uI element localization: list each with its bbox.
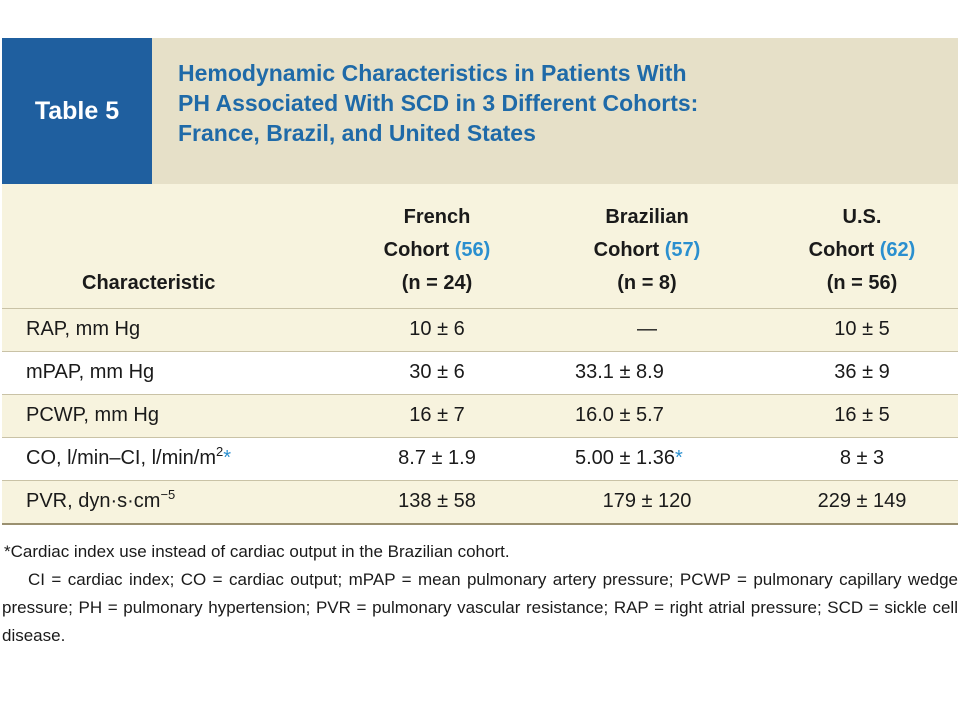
table-row: RAP, mm Hg 10 ± 6 — 10 ± 5: [2, 309, 958, 352]
column-header-n: (n = 8): [617, 272, 677, 294]
table-row: PCWP, mm Hg 16 ± 7 16.0 ± 5.7 16 ± 5: [2, 395, 958, 438]
column-header-line: French: [403, 206, 471, 228]
cell-value: 5.00 ± 1.36: [575, 447, 675, 469]
cell-us: 229 ± 149: [817, 490, 907, 512]
superscript: −5: [160, 487, 176, 502]
cell-us: 16 ± 5: [834, 404, 890, 426]
column-header-brazilian: Brazilian Cohort (57) (n = 8): [547, 201, 747, 300]
row-label: CO, l/min–CI, l/min/m2*: [26, 444, 232, 470]
table-label: Table 5: [2, 38, 152, 184]
column-header-line: Brazilian: [605, 206, 689, 228]
table-row: PVR, dyn·s·cm−5 138 ± 58 179 ± 120 229 ±…: [2, 481, 958, 525]
column-header-row: Characteristic French Cohort (56) (n = 2…: [2, 184, 958, 309]
row-label: mPAP, mm Hg: [26, 361, 155, 383]
column-header-line: Cohort (57): [547, 234, 747, 267]
footnote-abbreviations: CI = cardiac index; CO = cardiac output;…: [2, 570, 958, 645]
table-header: Table 5 Hemodynamic Characteristics in P…: [2, 38, 958, 184]
reference-link[interactable]: (57): [664, 239, 701, 261]
cell-french: 30 ± 6: [409, 361, 465, 383]
cell-brazilian: —: [637, 318, 657, 340]
table-title: Hemodynamic Characteristics in Patients …: [152, 38, 958, 184]
column-header-n: (n = 24): [401, 272, 473, 294]
cell-us: 8 ± 3: [839, 447, 885, 469]
row-label: PVR, dyn·s·cm−5: [26, 487, 176, 513]
cell-brazilian: 179 ± 120: [602, 490, 692, 512]
reference-link[interactable]: (56): [454, 239, 491, 261]
row-label: RAP, mm Hg: [26, 318, 141, 340]
cell-brazilian: 5.00 ± 1.36*: [575, 447, 683, 470]
cell-french: 10 ± 6: [409, 318, 465, 340]
cell-us: 10 ± 5: [834, 318, 890, 340]
column-header-cohort: Cohort: [808, 239, 875, 261]
row-label: PCWP, mm Hg: [26, 404, 159, 426]
cell-french: 16 ± 7: [409, 404, 465, 426]
cell-brazilian: 33.1 ± 8.9: [575, 361, 664, 383]
cell-french: 138 ± 58: [398, 490, 476, 512]
column-header-french: French Cohort (56) (n = 24): [332, 201, 542, 300]
table-title-line: PH Associated With SCD in 3 Different Co…: [178, 90, 699, 116]
column-header-n: (n = 56): [826, 272, 898, 294]
footnote-marker[interactable]: *: [674, 447, 683, 469]
cell-brazilian: 16.0 ± 5.7: [575, 404, 664, 426]
row-label-text: PVR, dyn·s·cm: [26, 490, 161, 512]
superscript: 2: [216, 444, 224, 459]
cell-us: 36 ± 9: [834, 361, 890, 383]
column-header-line: Cohort (62): [762, 234, 960, 267]
column-header-line: Cohort (56): [332, 234, 542, 267]
table-row: mPAP, mm Hg 30 ± 6 33.1 ± 8.9 36 ± 9: [2, 352, 958, 395]
column-header-cohort: Cohort: [383, 239, 450, 261]
footnote-asterisk: *Cardiac index use instead of cardiac ou…: [4, 542, 510, 561]
table-row: CO, l/min–CI, l/min/m2* 8.7 ± 1.9 5.00 ±…: [2, 438, 958, 481]
table-title-line: France, Brazil, and United States: [178, 120, 536, 146]
table-body: Characteristic French Cohort (56) (n = 2…: [2, 184, 958, 525]
table-footnotes: *Cardiac index use instead of cardiac ou…: [2, 538, 958, 650]
column-header-us: U.S. Cohort (62) (n = 56): [762, 201, 960, 300]
table-title-line: Hemodynamic Characteristics in Patients …: [178, 60, 687, 86]
column-header-cohort: Cohort: [593, 239, 660, 261]
footnote-marker[interactable]: *: [223, 447, 232, 469]
reference-link[interactable]: (62): [879, 239, 916, 261]
row-label-text: CO, l/min–CI, l/min/m: [26, 447, 217, 469]
column-header-line: U.S.: [842, 206, 882, 228]
column-header-characteristic: Characteristic: [82, 272, 216, 294]
cell-french: 8.7 ± 1.9: [398, 447, 476, 469]
